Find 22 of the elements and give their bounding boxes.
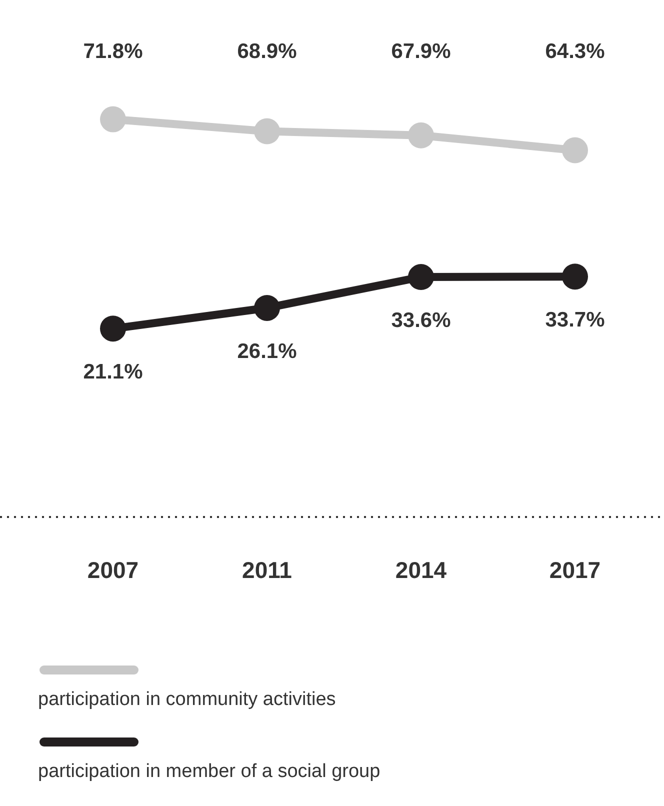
data-label: 33.7% (545, 308, 606, 332)
data-label: 21.1% (83, 360, 144, 384)
point (562, 264, 588, 290)
x-tick-label: 2014 (395, 557, 447, 583)
point (562, 137, 588, 164)
data-label: 71.8% (83, 40, 144, 63)
point (408, 264, 434, 290)
x-tick-label: 2011 (242, 557, 292, 583)
x-tick-label: 2017 (549, 557, 601, 583)
data-label: 33.6% (391, 309, 452, 332)
point (100, 316, 126, 342)
x-tick-label: 2007 (87, 557, 139, 583)
point (408, 122, 434, 148)
data-label: 67.9% (391, 40, 452, 63)
point (100, 106, 126, 132)
point (254, 118, 280, 144)
data-label: 26.1% (237, 340, 298, 363)
legend-label: participation in member of a social group (38, 761, 380, 782)
data-label: 68.9% (237, 40, 298, 63)
legend-label: participation in community activities (38, 689, 336, 710)
point (254, 294, 280, 321)
data-label: 64.3% (545, 40, 606, 63)
